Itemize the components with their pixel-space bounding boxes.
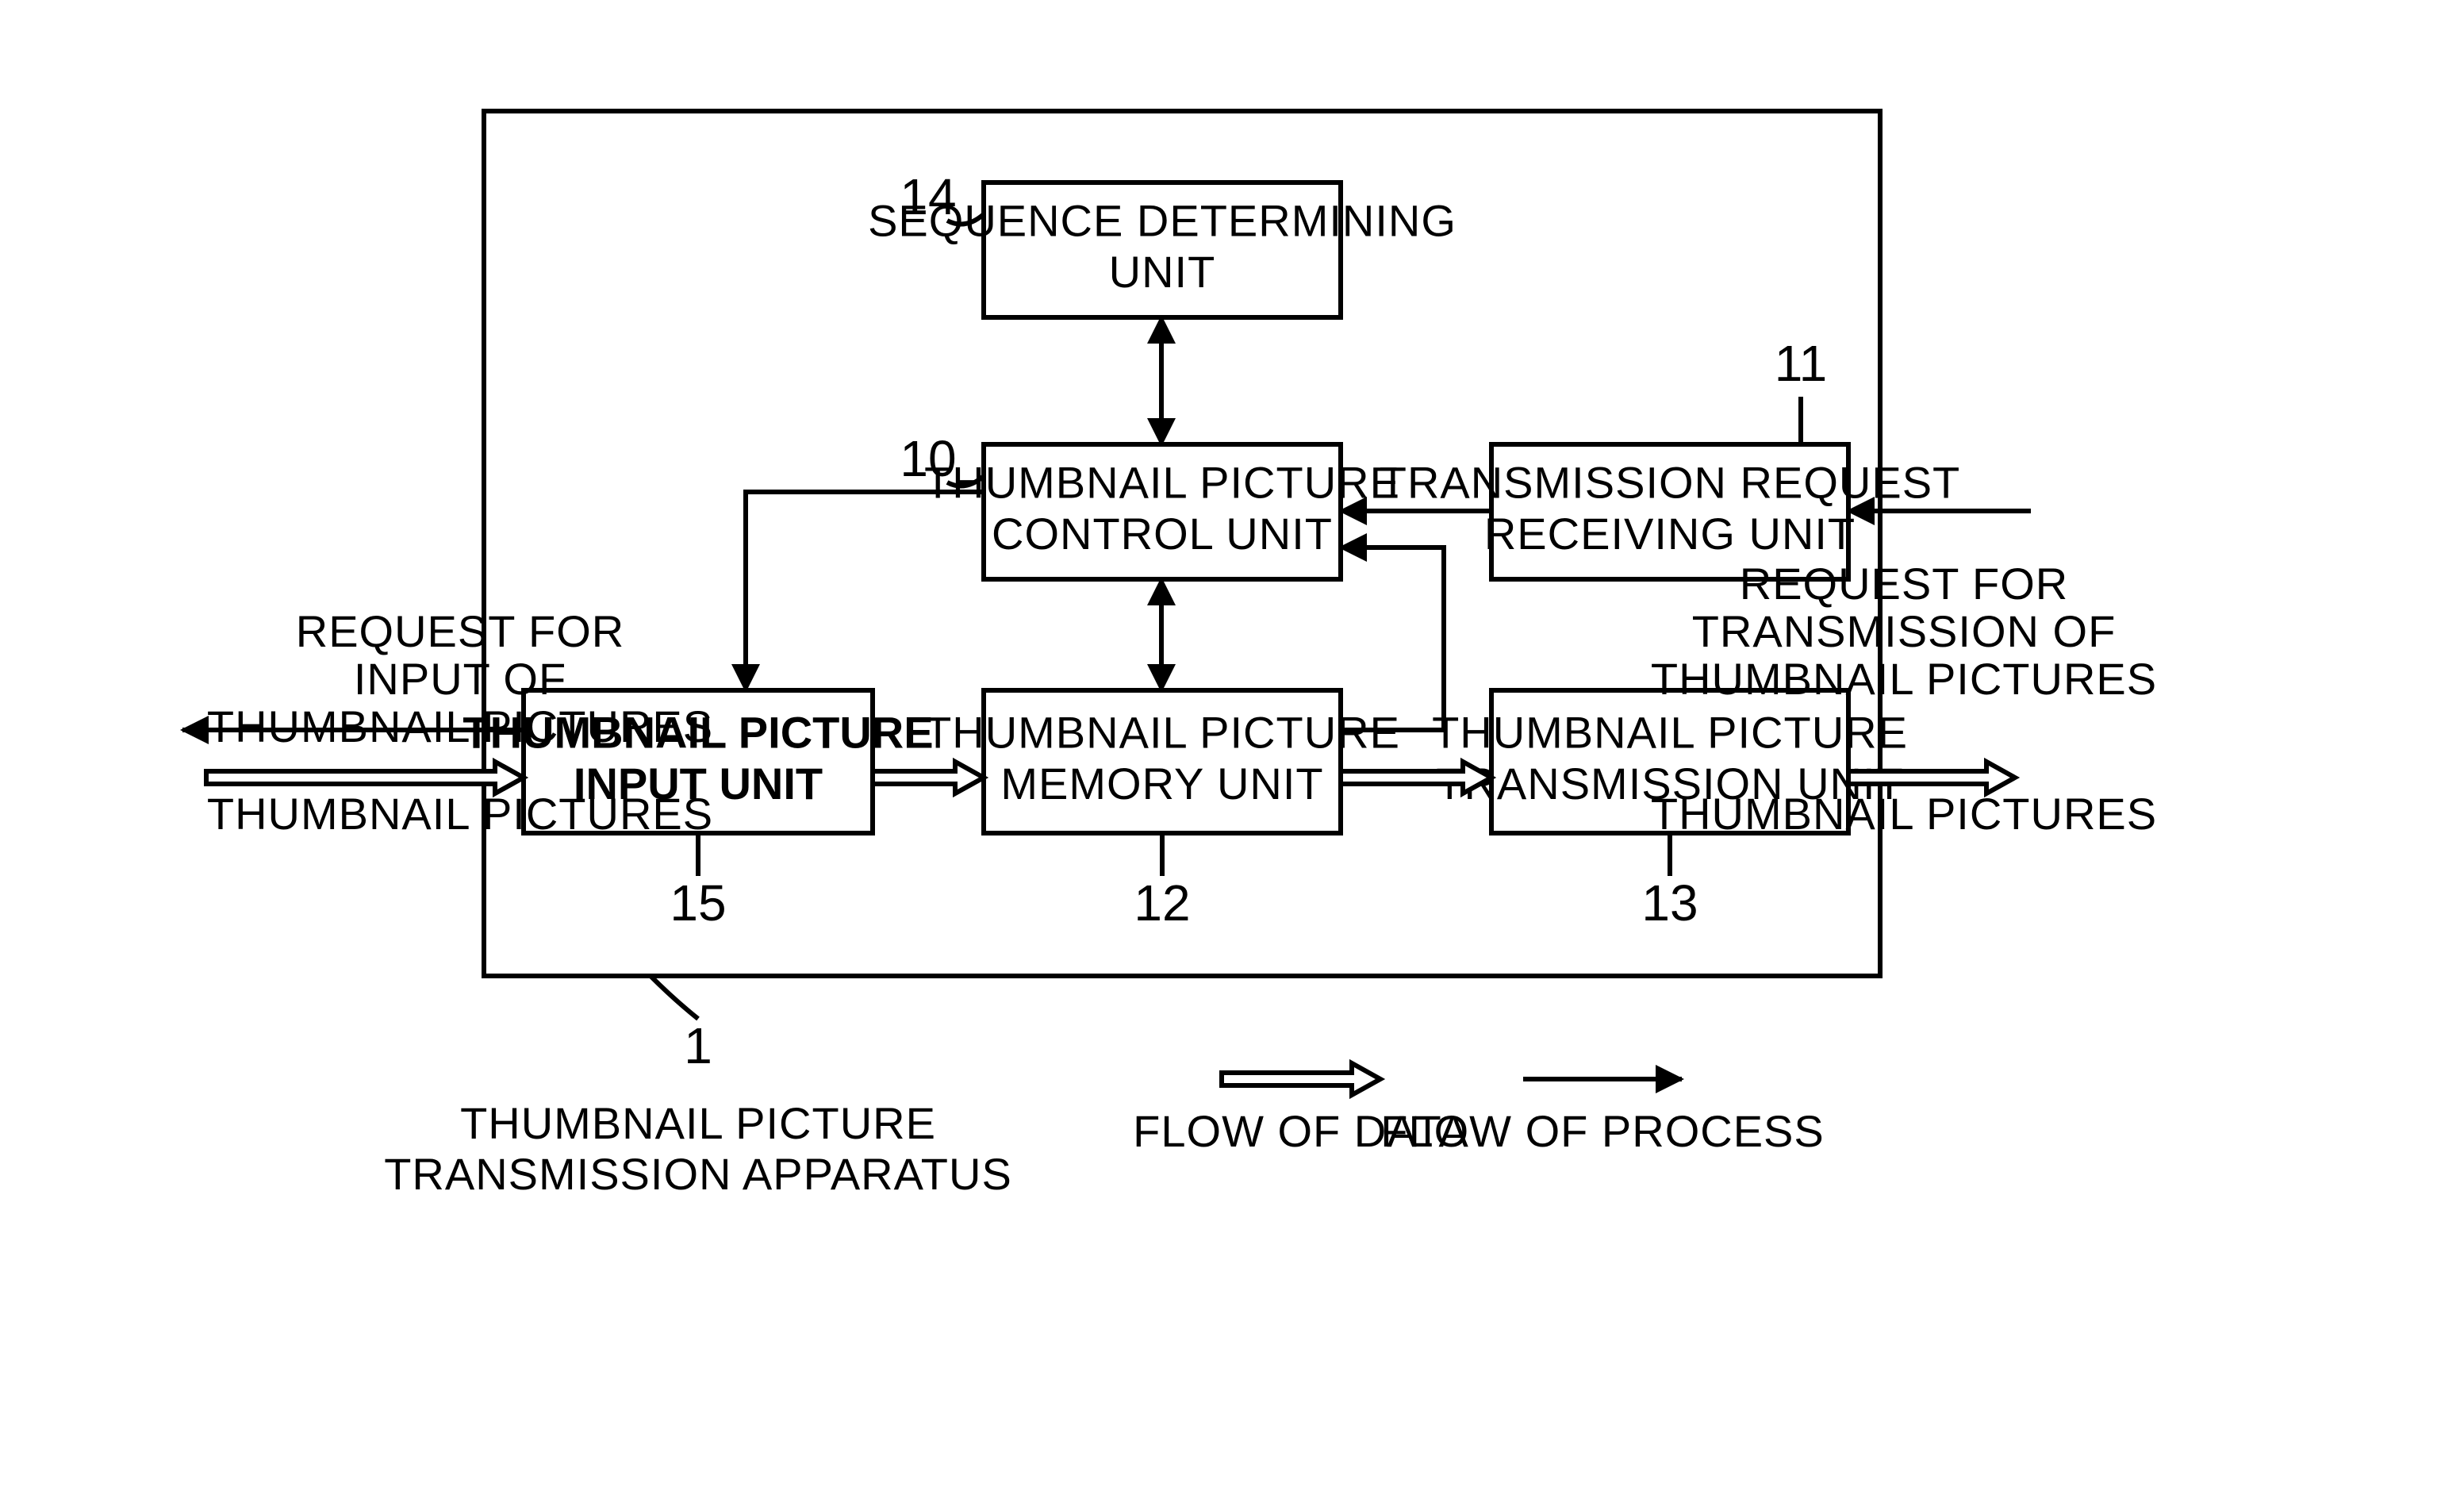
legend-process-label: FLOW OF PROCESS [1380, 1106, 1825, 1156]
tx-ref-num: 13 [1641, 874, 1698, 932]
req-label: TRANSMISSION REQUEST [1380, 458, 1961, 508]
apparatus-label: THUMBNAIL PICTURE [460, 1098, 936, 1148]
process-arrow-ctrl-input [746, 492, 984, 690]
ctrl-label: THUMBNAIL PICTURE [924, 458, 1400, 508]
right_out-label: THUMBNAIL PICTURES [1651, 789, 2157, 839]
input-ref-num: 15 [670, 874, 726, 932]
seq-ref-num: 14 [900, 168, 956, 225]
left_req-label: INPUT OF [354, 654, 566, 704]
ctrl-ref-num: 10 [900, 430, 956, 487]
mem-ref-num: 12 [1134, 874, 1190, 932]
left_req-label: THUMBNAIL PICTURES [207, 701, 713, 751]
mem-label: THUMBNAIL PICTURE [924, 708, 1400, 758]
left_req-label: REQUEST FOR [296, 606, 624, 656]
req-label: RECEIVING UNIT [1484, 509, 1856, 559]
left_in-label: THUMBNAIL PICTURES [207, 789, 713, 839]
req-ref-num: 11 [1775, 335, 1827, 392]
process-arrow-mem-ctrl-r [1341, 547, 1444, 730]
tx-label: THUMBNAIL PICTURE [1432, 708, 1908, 758]
data-arrow-legend-data [1222, 1063, 1380, 1095]
ctrl-label: CONTROL UNIT [992, 509, 1333, 559]
data-arrow-mem-tx [1341, 762, 1491, 793]
data-arrow-input-mem [873, 762, 984, 793]
apparatus-ref-num: 1 [684, 1017, 712, 1074]
mem-label: MEMORY UNIT [1000, 759, 1323, 809]
apparatus-label: TRANSMISSION APPARATUS [384, 1149, 1012, 1199]
right_req-label: THUMBNAIL PICTURES [1651, 654, 2157, 704]
apparatus-leader [651, 976, 698, 1019]
block-diagram: SEQUENCE DETERMININGUNIT14THUMBNAIL PICT… [0, 0, 2464, 1502]
right_req-label: TRANSMISSION OF [1692, 606, 2117, 656]
seq-label: UNIT [1109, 247, 1216, 297]
right_req-label: REQUEST FOR [1740, 559, 2068, 609]
